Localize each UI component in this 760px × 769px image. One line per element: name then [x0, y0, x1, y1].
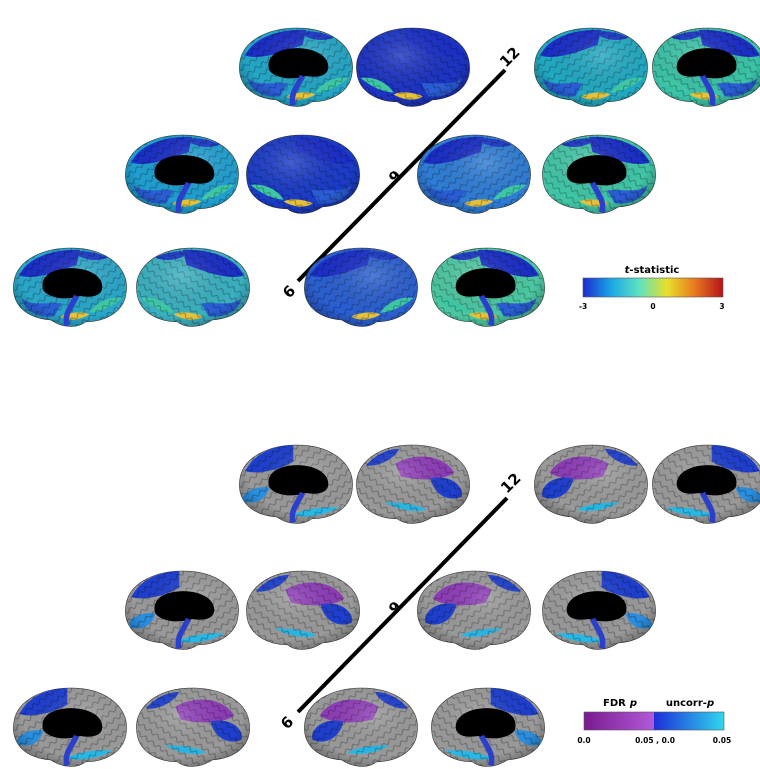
pvalue-brain-12-lateral-left	[356, 444, 470, 524]
brainstem	[289, 74, 305, 107]
surface-shading	[534, 445, 648, 524]
colorbar-title-italic: t	[625, 265, 631, 276]
colorbar-tick-max: 3	[719, 302, 724, 311]
tstat-brain-12-lateral-left	[356, 27, 470, 107]
medial-wall	[154, 591, 215, 622]
medial-wall	[268, 465, 329, 496]
pvalue-brains	[13, 444, 760, 767]
pvalue-brain-9-medial-left	[125, 570, 239, 650]
fdr-label-italic: p	[629, 698, 637, 709]
age-label-6: 6	[277, 713, 297, 733]
tstat-brain-6-lateral-right	[304, 247, 418, 327]
surface-shading	[356, 28, 470, 107]
pvalue-brain-6-lateral-left	[136, 687, 250, 767]
medial-wall	[42, 708, 103, 739]
tstat-brain-6-medial-left	[13, 247, 127, 327]
age-label-12: 12	[496, 43, 523, 70]
fdr-label: FDR p	[603, 698, 637, 709]
brainstem	[479, 734, 495, 767]
tstat-brain-9-lateral-left	[246, 134, 360, 214]
medial-wall	[455, 268, 516, 299]
age-label-12: 12	[497, 469, 524, 496]
brainstem	[590, 181, 606, 214]
surface-shading	[136, 248, 250, 327]
surface-shading	[304, 248, 418, 327]
age-label-9: 9	[385, 167, 405, 187]
pvalue-tick-1: 0.05 , 0.0	[635, 736, 675, 745]
pvalue-brain-6-medial-right	[431, 687, 545, 767]
medial-wall	[455, 708, 516, 739]
pvalue-tick-0: 0.0	[577, 736, 590, 745]
tstat-brains	[13, 27, 760, 327]
fdr-gradient	[584, 712, 654, 730]
surface-shading	[304, 688, 418, 767]
pvalue-brain-9-medial-right	[542, 570, 656, 650]
pvalue-brain-12-medial-left	[239, 444, 353, 524]
surface-shading	[356, 445, 470, 524]
colorbar-title: t-statistic	[625, 265, 680, 276]
uncorr-label-text: uncorr-	[666, 698, 707, 709]
tstat-brain-12-lateral-right	[534, 27, 648, 107]
pvalue-brain-9-lateral-right	[417, 570, 531, 650]
brainstem	[700, 74, 716, 107]
tstat-colorbar: t-statistic -3 0 3	[579, 265, 725, 311]
pvalue-brain-9-lateral-left	[246, 570, 360, 650]
colorbar-gradient	[582, 277, 724, 298]
pvalue-brain-12-lateral-right	[534, 444, 648, 524]
uncorr-label-italic: p	[706, 698, 714, 709]
age-label-9: 9	[385, 598, 405, 618]
fdr-label-text: FDR	[603, 698, 626, 709]
medial-wall	[676, 465, 737, 496]
tstat-brain-6-medial-right	[431, 247, 545, 327]
brainstem	[289, 491, 305, 524]
colorbar-tick-mid: 0	[650, 302, 655, 311]
uncorr-label: uncorr-p	[666, 698, 714, 709]
medial-wall	[42, 268, 103, 299]
pvalue-brain-6-medial-left	[13, 687, 127, 767]
tstat-brain-9-medial-right	[542, 134, 656, 214]
surface-shading	[246, 571, 360, 650]
pvalue-brain-12-medial-right	[652, 444, 760, 524]
age-label-6: 6	[279, 282, 299, 302]
medial-wall	[566, 155, 627, 186]
surface-shading	[417, 571, 531, 650]
pvalue-panel: 6 9 12 FDR p uncorr-p 0.0 0.05 , 0.0 0.05	[13, 444, 760, 767]
tstat-brain-12-medial-right	[652, 27, 760, 107]
surface-shading	[534, 28, 648, 107]
surface-shading	[246, 135, 360, 214]
pvalue-colorbar: FDR p uncorr-p 0.0 0.05 , 0.0 0.05	[577, 698, 731, 745]
brainstem	[175, 181, 191, 214]
medial-wall	[566, 591, 627, 622]
surface-shading	[417, 135, 531, 214]
tstat-brain-9-medial-left	[125, 134, 239, 214]
age-axis-line	[296, 68, 507, 283]
colorbar-tick-min: -3	[579, 302, 587, 311]
brainstem	[479, 294, 495, 327]
tstat-brain-6-lateral-left	[136, 247, 250, 327]
age-axis-line	[296, 496, 509, 714]
tstat-brain-9-lateral-right	[417, 134, 531, 214]
brainstem	[700, 491, 716, 524]
pvalue-brain-6-lateral-right	[304, 687, 418, 767]
medial-wall	[676, 48, 737, 79]
brainstem	[63, 294, 79, 327]
brainstem	[590, 617, 606, 650]
surface-shading	[136, 688, 250, 767]
brainstem	[63, 734, 79, 767]
pvalue-tick-2: 0.05	[713, 736, 732, 745]
medial-wall	[268, 48, 329, 79]
uncorr-gradient	[654, 712, 724, 730]
medial-wall	[154, 155, 215, 186]
colorbar-title-rest: -statistic	[629, 265, 679, 276]
tstat-brain-12-medial-left	[239, 27, 353, 107]
pvalue-colorbar-frame	[583, 711, 725, 731]
brainstem	[175, 617, 191, 650]
tstat-panel: 6 9 12 t-statistic -3 0 3	[13, 27, 760, 327]
